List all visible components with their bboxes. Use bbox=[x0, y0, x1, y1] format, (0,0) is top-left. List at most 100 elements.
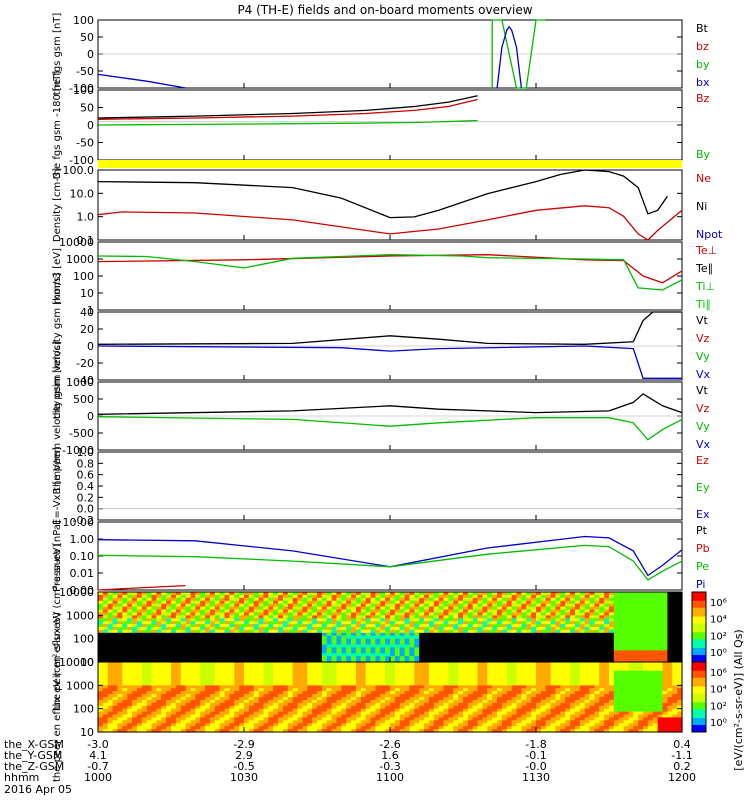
heatmap-cell bbox=[385, 699, 391, 704]
heatmap-cell bbox=[424, 632, 430, 637]
heatmap-cell bbox=[273, 702, 279, 707]
heatmap-cell bbox=[166, 629, 172, 634]
heatmap-cell bbox=[355, 711, 362, 716]
heatmap-cell bbox=[214, 662, 221, 666]
heatmap-cell bbox=[141, 688, 148, 692]
heatmap-cell bbox=[214, 650, 221, 654]
heatmap-cell bbox=[302, 723, 308, 727]
heatmap-cell bbox=[336, 615, 342, 619]
heatmap-cell bbox=[258, 670, 265, 675]
heatmap-cell bbox=[273, 627, 279, 631]
heatmap-cell bbox=[540, 659, 547, 663]
heatmap-cell bbox=[355, 641, 362, 646]
heatmap-cell bbox=[287, 697, 294, 701]
heatmap-cell bbox=[141, 627, 148, 631]
heatmap-cell bbox=[409, 635, 415, 640]
heatmap-cell bbox=[545, 597, 552, 602]
heatmap-cell bbox=[321, 629, 328, 634]
heatmap-cell bbox=[244, 650, 250, 654]
heatmap-cell bbox=[273, 676, 279, 681]
heatmap-cell bbox=[302, 624, 308, 628]
heatmap-cell bbox=[555, 632, 561, 637]
heatmap-cell bbox=[404, 673, 411, 678]
heatmap-cell bbox=[317, 638, 323, 643]
heatmap-cell bbox=[424, 656, 430, 660]
heatmap-cell bbox=[433, 679, 440, 684]
heatmap-cell bbox=[531, 629, 537, 634]
heatmap-cell bbox=[662, 603, 668, 608]
heatmap-cell bbox=[443, 676, 449, 681]
heatmap-cell bbox=[122, 606, 128, 611]
heatmap-cell bbox=[375, 702, 381, 707]
heatmap-cell bbox=[341, 594, 347, 599]
heatmap-cell bbox=[171, 603, 177, 608]
heatmap-cell bbox=[98, 609, 104, 614]
heatmap-cell bbox=[219, 664, 226, 669]
heatmap-cell bbox=[98, 592, 104, 596]
heatmap-cell bbox=[433, 688, 440, 692]
heatmap-cell bbox=[98, 726, 104, 730]
heatmap-cell bbox=[292, 653, 299, 657]
heatmap-cell bbox=[263, 638, 269, 643]
heatmap-cell bbox=[317, 647, 323, 651]
heatmap-cell bbox=[550, 647, 557, 651]
heatmap-cell bbox=[516, 641, 522, 646]
heatmap-cell bbox=[346, 594, 352, 599]
heatmap-cell bbox=[244, 629, 250, 634]
heatmap-cell bbox=[531, 627, 537, 631]
heatmap-cell bbox=[229, 592, 235, 596]
heatmap-cell bbox=[438, 694, 445, 698]
heatmap-cell bbox=[331, 723, 338, 727]
heatmap-cell bbox=[161, 691, 167, 695]
y-tick-label: 10.0 bbox=[70, 187, 95, 200]
heatmap-cell bbox=[472, 656, 479, 660]
heatmap-cell bbox=[127, 653, 133, 657]
heatmap-cell bbox=[677, 624, 683, 628]
heatmap-cell bbox=[501, 627, 508, 631]
heatmap-cell bbox=[175, 670, 182, 675]
heatmap-cell bbox=[574, 606, 581, 611]
heatmap-cell bbox=[672, 594, 678, 599]
heatmap-cell bbox=[180, 638, 187, 643]
heatmap-cell bbox=[433, 705, 440, 710]
heatmap-cell bbox=[263, 679, 269, 684]
heatmap-cell bbox=[463, 659, 469, 663]
heatmap-cell bbox=[657, 656, 664, 660]
heatmap-cell bbox=[390, 627, 396, 631]
heatmap-cell bbox=[122, 670, 128, 675]
heatmap-cell bbox=[380, 711, 386, 716]
heatmap-cell bbox=[604, 624, 610, 628]
heatmap-cell bbox=[200, 647, 206, 651]
heatmap-cell bbox=[336, 629, 342, 634]
heatmap-cell bbox=[98, 670, 104, 675]
heatmap-cell bbox=[414, 694, 420, 698]
heatmap-cell bbox=[273, 606, 279, 611]
heatmap-cell bbox=[263, 708, 269, 713]
heatmap-cell bbox=[380, 714, 386, 719]
heatmap-cell bbox=[346, 627, 352, 631]
heatmap-cell bbox=[273, 629, 279, 634]
heatmap-cell bbox=[331, 632, 338, 637]
heatmap-cell bbox=[526, 644, 532, 649]
heatmap-cell bbox=[414, 618, 420, 622]
heatmap-cell bbox=[540, 647, 547, 651]
heatmap-cell bbox=[463, 676, 469, 681]
heatmap-cell bbox=[536, 624, 542, 628]
heatmap-cell bbox=[492, 647, 498, 651]
heatmap-cell bbox=[200, 667, 206, 672]
heatmap-cell bbox=[399, 729, 406, 733]
heatmap-cell bbox=[321, 653, 328, 657]
heatmap-cell bbox=[419, 629, 425, 634]
heatmap-cell bbox=[355, 679, 362, 684]
heatmap-cell bbox=[545, 615, 552, 619]
heatmap-cell bbox=[253, 717, 260, 721]
heatmap-cell bbox=[102, 717, 109, 721]
heatmap-cell bbox=[219, 609, 226, 614]
heatmap-cell bbox=[122, 705, 128, 710]
heatmap-cell bbox=[550, 594, 557, 599]
heatmap-cell bbox=[278, 612, 284, 616]
heatmap-cell bbox=[151, 641, 157, 646]
heatmap-cell bbox=[472, 606, 479, 611]
heatmap-cell bbox=[171, 685, 177, 689]
